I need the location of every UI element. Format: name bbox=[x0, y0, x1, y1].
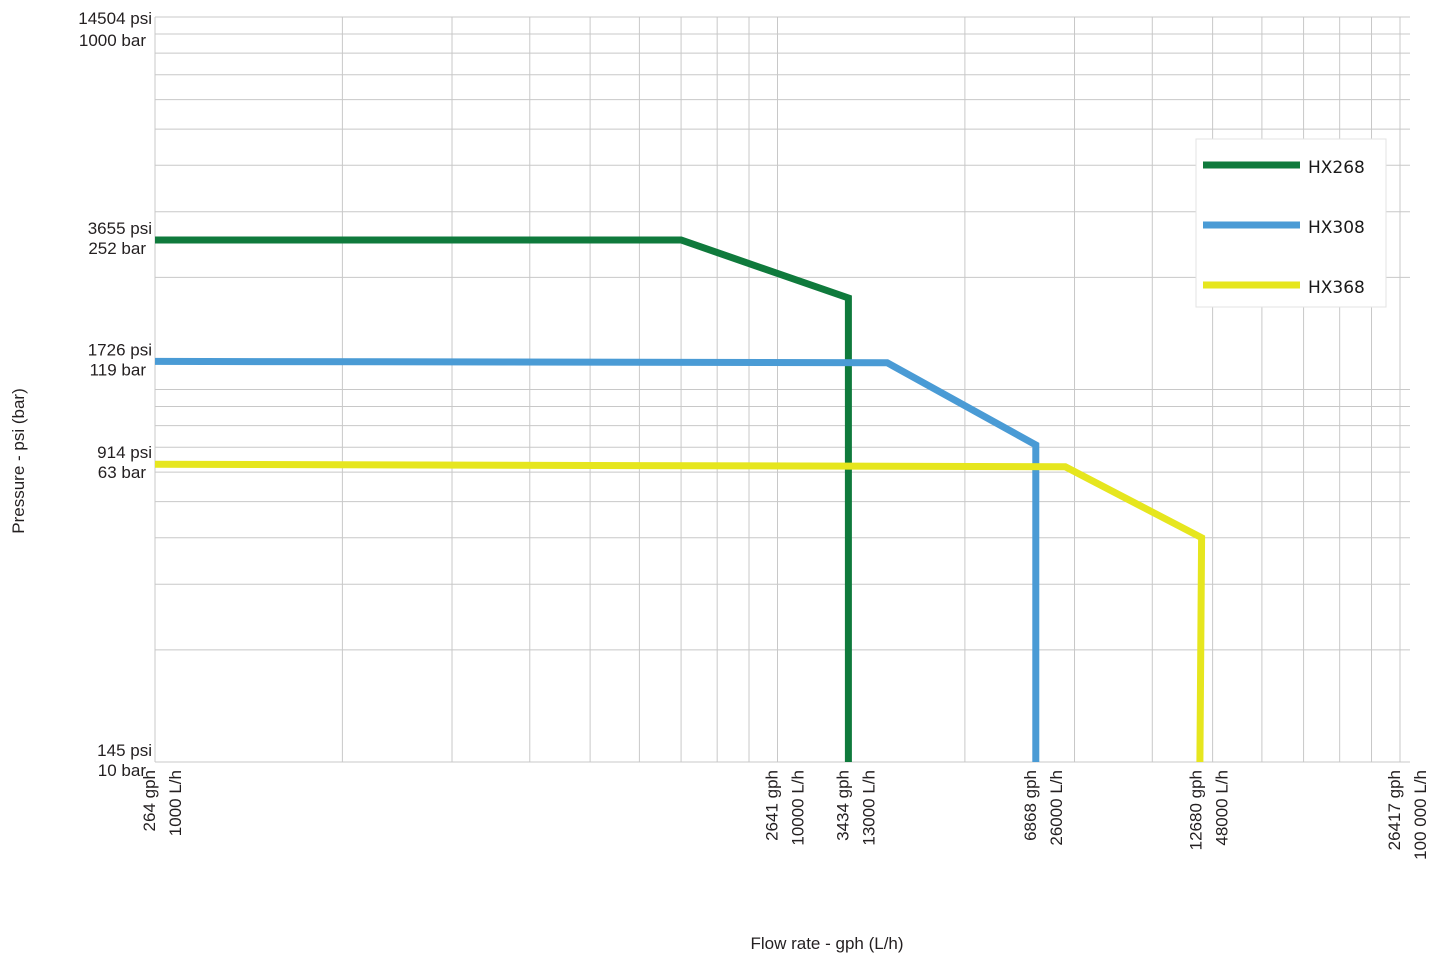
legend-label-hx268: HX268 bbox=[1308, 158, 1365, 178]
x-tick-label-gph: 12680 gph bbox=[1187, 770, 1206, 850]
y-tick-label-bar: 63 bar bbox=[98, 463, 147, 482]
y-tick-label-bar: 119 bar bbox=[90, 360, 147, 379]
y-tick-label-psi: 145 psi bbox=[97, 741, 152, 760]
legend-label-hx368: HX368 bbox=[1308, 278, 1365, 298]
x-tick-label-gph: 264 gph bbox=[140, 770, 159, 831]
plot-area bbox=[154, 236, 1206, 763]
y-tick-label-psi: 14504 psi bbox=[78, 9, 152, 28]
y-tick-label-psi: 914 psi bbox=[97, 443, 152, 462]
x-tick-label-lh: 10000 L/h bbox=[789, 770, 808, 846]
x-axis-ticks: 264 gph 1000 L/h 2641 gph 10000 L/h 3434 gph… bbox=[140, 770, 1430, 860]
x-tick-label: 12680 gph 48000 L/h bbox=[1187, 770, 1232, 850]
x-tick-label-lh: 13000 L/h bbox=[859, 770, 878, 846]
y-axis-title: Pressure - psi (bar) bbox=[9, 388, 28, 533]
x-tick-label-gph: 2641 gph bbox=[763, 770, 782, 841]
x-tick-label-gph: 3434 gph bbox=[833, 770, 852, 841]
y-tick-label-psi: 3655 psi bbox=[88, 219, 152, 238]
x-tick-label: 3434 gph 13000 L/h bbox=[833, 770, 878, 846]
series-line-hx268 bbox=[155, 236, 852, 762]
series-line-hx308 bbox=[154, 357, 1040, 762]
x-tick-label: 26417 gph 100 000 L/h bbox=[1385, 770, 1430, 860]
x-tick-label: 6868 gph 26000 L/h bbox=[1021, 770, 1066, 846]
x-tick-label-lh: 100 000 L/h bbox=[1411, 770, 1430, 860]
y-tick-label-psi: 1726 psi bbox=[88, 340, 152, 359]
x-tick-label-lh: 48000 L/h bbox=[1213, 770, 1232, 846]
grid bbox=[154, 16, 1410, 763]
legend-label-hx308: HX308 bbox=[1308, 218, 1365, 238]
x-tick-label-gph: 6868 gph bbox=[1021, 770, 1040, 841]
x-tick-label: 264 gph 1000 L/h bbox=[140, 770, 185, 836]
x-tick-label-lh: 26000 L/h bbox=[1047, 770, 1066, 846]
series-line-hx368 bbox=[154, 460, 1206, 763]
y-tick-label-bar: 1000 bar bbox=[79, 31, 146, 50]
x-tick-label-lh: 1000 L/h bbox=[166, 770, 185, 836]
legend: HX268 HX308 HX368 bbox=[1195, 138, 1387, 308]
y-tick-label-bar: 252 bar bbox=[88, 239, 146, 258]
x-tick-label-gph: 26417 gph bbox=[1385, 770, 1404, 850]
y-tick-label-bar: 10 bar bbox=[98, 761, 147, 780]
x-tick-label: 2641 gph 10000 L/h bbox=[763, 770, 808, 846]
x-axis-title: Flow rate - gph (L/h) bbox=[750, 934, 903, 953]
